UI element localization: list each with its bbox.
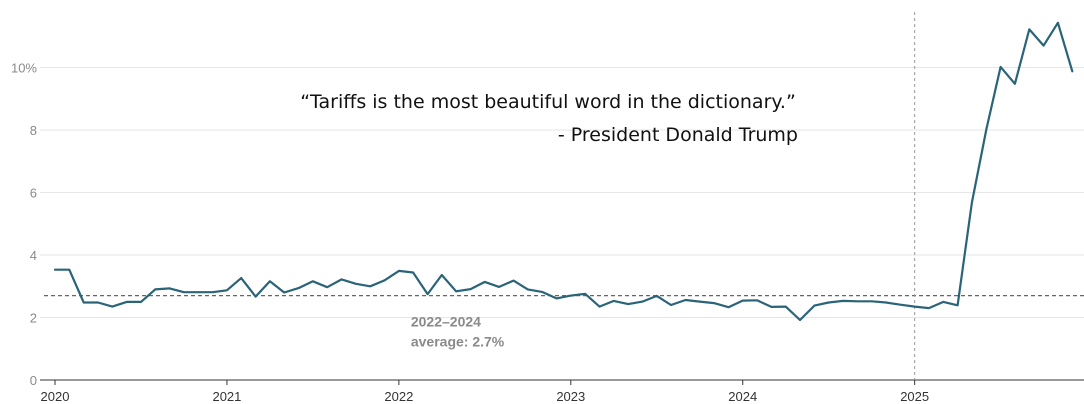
annotation-attribution: - President Donald Trump: [558, 124, 798, 146]
gridlines: [40, 67, 1084, 318]
y-tick-label: 8: [30, 123, 37, 138]
average-label-line2: average: 2.7%: [411, 334, 505, 350]
y-tick-label: 6: [30, 186, 37, 201]
average-label-line1: 2022–2024: [411, 314, 481, 330]
x-axis-ticks: 2020 2021 2022 2023 2024 2025: [41, 380, 929, 404]
series-line: [53, 21, 1074, 322]
y-tick-label: 10%: [11, 61, 37, 76]
y-axis-ticks: 0 2 4 6 8 10%: [11, 61, 37, 389]
x-tick-label: 2025: [900, 389, 929, 404]
y-tick-label: 2: [30, 311, 37, 326]
x-tick-label: 2021: [212, 389, 241, 404]
x-tick-label: 2022: [384, 389, 413, 404]
x-tick-label: 2023: [556, 389, 585, 404]
x-tick-label: 2024: [728, 389, 757, 404]
annotation-quote: “Tariffs is the most beautiful word in t…: [300, 91, 796, 113]
x-tick-label: 2020: [41, 389, 70, 404]
y-tick-label: 0: [30, 373, 37, 388]
y-tick-label: 4: [30, 248, 37, 263]
